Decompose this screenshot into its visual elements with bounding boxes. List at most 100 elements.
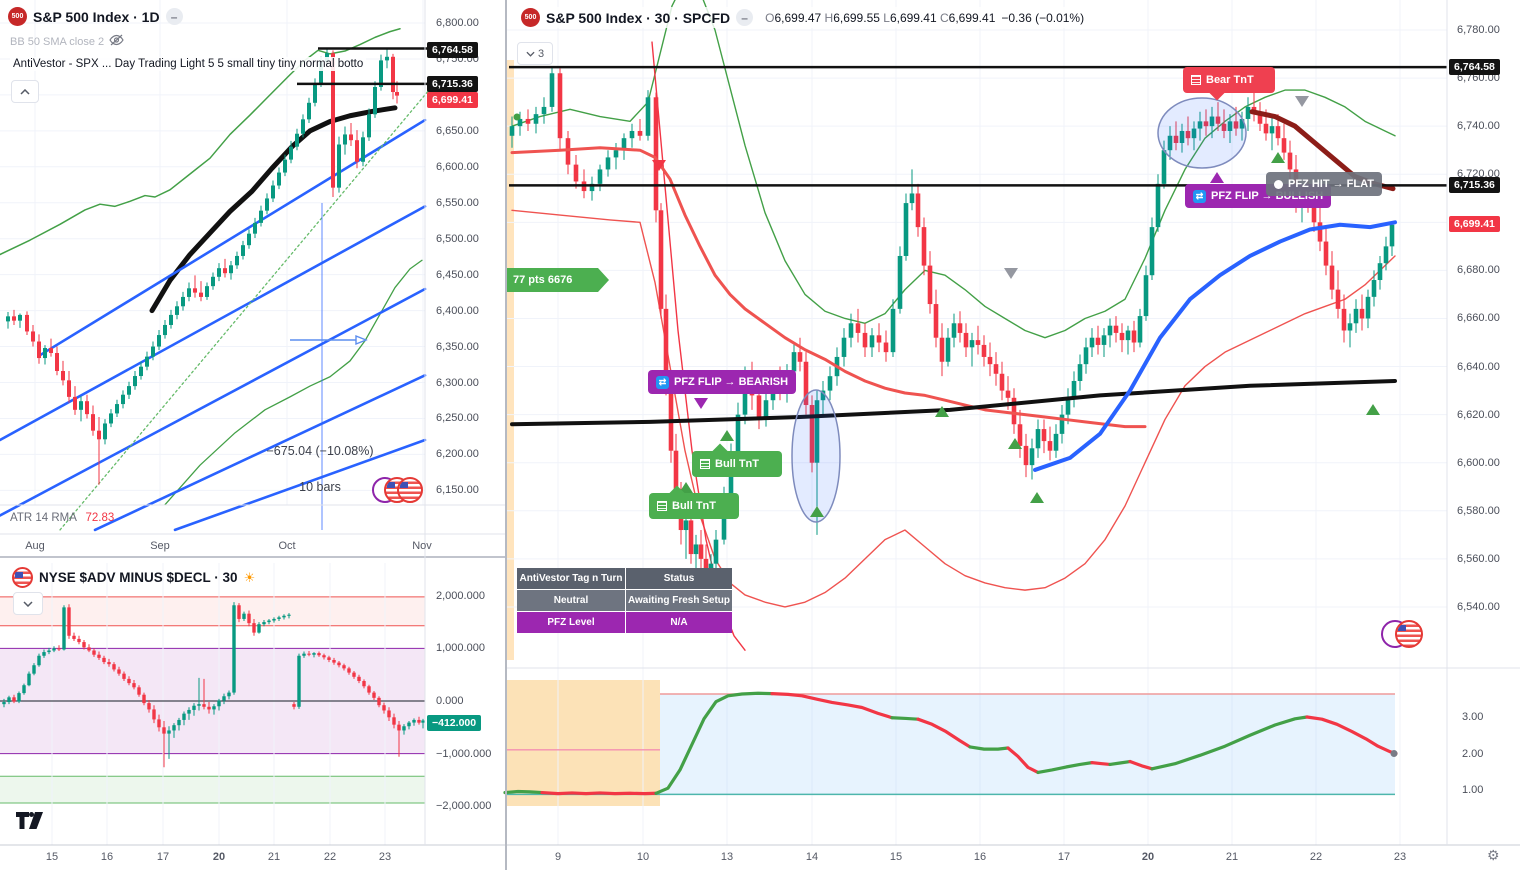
sun-icon: ☀ [243, 569, 256, 585]
ohlc-label: O [765, 10, 775, 25]
price-scale-label-right: 6,760.00 [1457, 72, 1500, 85]
time-axis-label[interactable]: 16 [100, 851, 114, 863]
expand-pane-button[interactable] [13, 592, 43, 615]
bb-legend-row: BB 50 SMA close 2 [10, 34, 124, 49]
bull-tnt-label-1-icon [700, 459, 710, 469]
pfz-flip-bearish-label-icon: ⇄ [656, 375, 669, 389]
minimize-icon-right[interactable]: – [736, 9, 754, 26]
price-scale-label: 6,550.00 [436, 196, 479, 209]
time-axis-label[interactable]: 20 [212, 851, 226, 863]
measure-annotation-value: −675.04 (−10.08%) [266, 444, 374, 458]
ohlc-label: C [939, 10, 949, 25]
adv-decl-scale-label: 0.000 [436, 695, 464, 707]
time-axis-label[interactable]: Aug [25, 540, 45, 552]
price-scale-label: 6,150.00 [436, 484, 479, 497]
price-scale-label-right: 6,780.00 [1457, 24, 1500, 36]
price-scale-label: 6,250.00 [436, 412, 479, 425]
sp500-logo-icon-right: 500 [521, 8, 540, 27]
atr-value: 72.83 [85, 512, 115, 524]
bear-tnt-label-text: Bear TnT [1206, 74, 1254, 86]
pfz-flip-bearish-label[interactable]: ⇄ PFZ FLIP → BEARISH [648, 370, 797, 394]
bull-tnt-label-2[interactable]: Bull TnT [649, 485, 739, 519]
price-scale-label-right: 6,560.00 [1457, 552, 1500, 565]
time-axis-label[interactable]: 16 [973, 851, 987, 863]
ohlc-value: 6,699.55 [833, 10, 884, 25]
left-bottom-title: NYSE $ADV MINUS $DECL · 30 [39, 570, 238, 585]
us-flag-icon-title [12, 567, 33, 588]
indicator-count-button[interactable]: 3 [517, 42, 553, 65]
right-header: 500 S&P 500 Index · 30 · SPCFD – O6,699.… [517, 7, 1089, 28]
bull-tnt-label-1[interactable]: Bull TnT [692, 443, 782, 477]
price-scale-label-right: 6,660.00 [1457, 312, 1500, 325]
indicator-count: 3 [537, 47, 545, 60]
ohlc-value: 6,699.47 [774, 10, 825, 25]
table-header-cell: AntiVestor Tag n Turn [517, 568, 625, 589]
ohlc-values: O6,699.47 H6,699.55 L6,699.41 C6,699.41 [765, 11, 995, 25]
collapse-pane-button[interactable] [11, 80, 39, 103]
time-axis-label[interactable]: 13 [720, 851, 734, 863]
price-scale-label-right: 6,740.00 [1457, 120, 1500, 133]
atr-legend-row: ATR 14 RMA 72.83 [10, 512, 114, 524]
ohlc-label: H [824, 10, 834, 25]
bear-tnt-label[interactable]: Bear TnT [1183, 67, 1275, 101]
time-axis-label[interactable]: 22 [323, 851, 337, 863]
time-axis-label[interactable]: Sep [150, 540, 170, 552]
bb-legend-label: BB 50 SMA close 2 [10, 35, 105, 48]
price-scale-label-right: 6,580.00 [1457, 504, 1500, 517]
time-axis-label[interactable]: 21 [1225, 851, 1239, 863]
left-bottom-header: NYSE $ADV MINUS $DECL · 30 ☀ [12, 567, 255, 588]
price-badge: 6,764.58 [1449, 59, 1500, 75]
price-badge: 6,764.58 [427, 42, 478, 58]
pfz-hit-flat-label-icon [1274, 179, 1283, 189]
time-axis-label[interactable]: 23 [378, 851, 392, 863]
left-top-title: S&P 500 Index · 1D [33, 8, 160, 25]
time-axis-label[interactable]: Nov [412, 540, 432, 552]
price-badge: 6,699.41 [427, 92, 478, 108]
table-header-cell: Status [626, 568, 732, 589]
adv-decl-scale-label: −2,000.000 [436, 800, 492, 813]
bull-tnt-label-1-text: Bull TnT [715, 458, 759, 470]
sp500-logo-icon: 500 [8, 7, 27, 26]
right-title: S&P 500 Index · 30 · SPCFD [546, 9, 731, 26]
eye-off-icon[interactable] [109, 34, 124, 49]
table-cell-pfz-value: N/A [626, 612, 732, 633]
price-badge: −412.000 [427, 715, 482, 731]
price-scale-label-right: 6,620.00 [1457, 408, 1500, 421]
pfz-hit-flat-label[interactable]: PFZ HIT → FLAT [1266, 172, 1382, 196]
price-scale-label-right: 6,600.00 [1457, 456, 1500, 469]
antivestor-status-table: AntiVestor Tag n Turn Status Neutral Awa… [517, 568, 732, 633]
time-axis-label[interactable]: 15 [889, 851, 903, 863]
time-axis-label[interactable]: 20 [1141, 851, 1155, 863]
time-axis-label[interactable]: 9 [554, 851, 562, 863]
price-badge: 6,715.36 [1449, 177, 1500, 193]
price-badge: 6,715.36 [427, 76, 478, 92]
price-scale-label: 6,400.00 [436, 304, 479, 317]
points-target-pennant[interactable]: 77 pts 6676 [507, 268, 609, 292]
price-scale-label: 6,500.00 [436, 232, 479, 245]
left-top-header: 500 S&P 500 Index · 1D – [8, 7, 183, 26]
time-axis-label[interactable]: 22 [1309, 851, 1323, 863]
time-axis-label[interactable]: Oct [278, 540, 296, 552]
measure-annotation-bars: 10 bars [299, 480, 341, 494]
price-scale-label-right: 6,680.00 [1457, 264, 1500, 277]
timezone-settings-gear-icon[interactable]: ⚙ [1487, 847, 1500, 863]
time-axis-label[interactable]: 14 [805, 851, 819, 863]
time-axis-label[interactable]: 10 [636, 851, 650, 863]
minimize-icon[interactable]: – [165, 8, 183, 25]
oscillator-scale-label: 2.00 [1462, 747, 1484, 760]
atr-label: ATR 14 RMA [10, 512, 77, 524]
time-axis-label[interactable]: 17 [1057, 851, 1071, 863]
price-scale-label: 6,800.00 [436, 17, 479, 29]
price-scale-label-right: 6,640.00 [1457, 360, 1500, 373]
time-axis-label[interactable]: 23 [1393, 851, 1407, 863]
time-axis-label[interactable]: 17 [156, 851, 170, 863]
us-flag-icon-right[interactable] [1395, 620, 1423, 648]
bull-tnt-label-2-icon [657, 501, 667, 511]
us-flag-icon-2[interactable] [397, 477, 423, 503]
adv-decl-scale-label: 1,000.000 [436, 642, 485, 655]
price-scale-label-right: 6,540.00 [1457, 600, 1500, 613]
time-axis-label[interactable]: 21 [267, 851, 281, 863]
time-axis-label[interactable]: 15 [45, 851, 59, 863]
tradingview-logo[interactable] [16, 812, 50, 837]
